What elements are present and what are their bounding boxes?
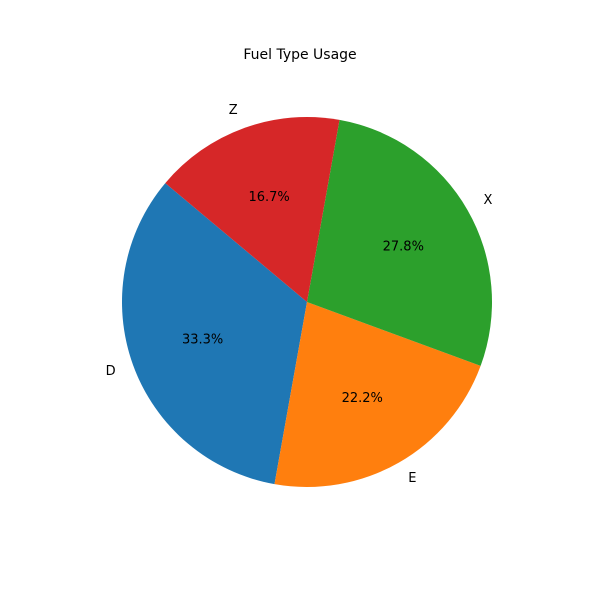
slice-percent-z: 16.7% bbox=[248, 190, 289, 205]
slice-label-d: D bbox=[106, 364, 116, 379]
pie-slice-x bbox=[307, 119, 492, 366]
slice-label-e: E bbox=[408, 471, 416, 486]
slice-percent-d: 33.3% bbox=[182, 332, 223, 347]
slice-label-z: Z bbox=[229, 103, 238, 118]
slice-label-x: X bbox=[484, 193, 493, 208]
pie-slice-e bbox=[274, 302, 481, 487]
pie-slice-d bbox=[122, 183, 308, 485]
slice-percent-x: 27.8% bbox=[383, 239, 424, 254]
slice-percent-e: 22.2% bbox=[342, 391, 383, 406]
pie-slice-z bbox=[165, 117, 340, 302]
chart-title: Fuel Type Usage bbox=[243, 47, 357, 63]
